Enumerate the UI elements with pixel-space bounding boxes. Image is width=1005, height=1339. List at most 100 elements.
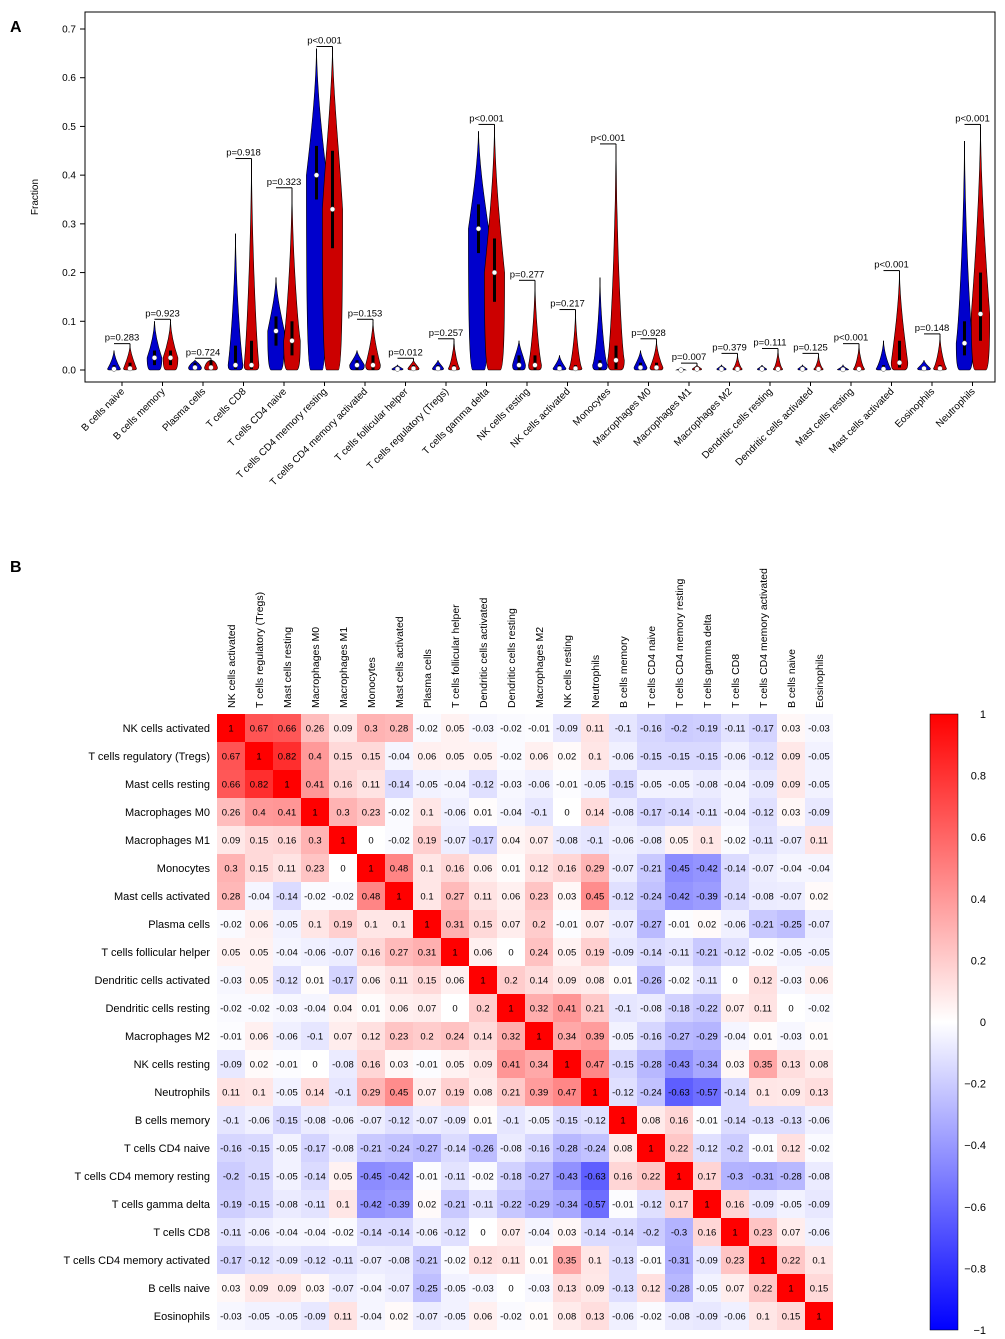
heatmap-cell-value: -0.02 bbox=[752, 948, 774, 959]
heatmap-cell bbox=[273, 1218, 301, 1246]
heatmap-cell bbox=[553, 882, 581, 910]
heatmap-cell-value: -0.12 bbox=[752, 808, 774, 819]
heatmap-cell-value: 0.24 bbox=[446, 1032, 465, 1043]
heatmap-cell bbox=[553, 1050, 581, 1078]
heatmap-cell bbox=[273, 1302, 301, 1330]
heatmap-cell bbox=[609, 1050, 637, 1078]
heatmap-cell bbox=[469, 714, 497, 742]
heatmap-cell-value: -0.2 bbox=[671, 724, 687, 735]
heatmap-cell bbox=[609, 770, 637, 798]
heatmap-cell-value: -0.12 bbox=[612, 1088, 634, 1099]
heatmap-cell bbox=[777, 1274, 805, 1302]
heatmap-cell bbox=[301, 882, 329, 910]
heatmap-cell-value: 1 bbox=[284, 780, 289, 791]
heatmap-cell bbox=[385, 798, 413, 826]
violin-median-point bbox=[354, 362, 360, 368]
heatmap-cell-value: 1 bbox=[536, 1032, 541, 1043]
heatmap-column-label: T cells CD4 memory activated bbox=[758, 568, 770, 708]
heatmap-cell bbox=[245, 1190, 273, 1218]
violin-shape bbox=[607, 145, 625, 371]
heatmap-cell bbox=[217, 1134, 245, 1162]
heatmap-cell-value: 0.1 bbox=[756, 1312, 769, 1323]
heatmap-cell bbox=[245, 1218, 273, 1246]
heatmap-cell bbox=[665, 1190, 693, 1218]
heatmap-cell-value: -0.19 bbox=[220, 1200, 242, 1211]
heatmap-cell bbox=[721, 1134, 749, 1162]
heatmap-cell-value: -0.14 bbox=[444, 1144, 466, 1155]
heatmap-cell bbox=[805, 1134, 833, 1162]
heatmap-cell bbox=[329, 1106, 357, 1134]
heatmap-row-label: T cells gamma delta bbox=[112, 1199, 211, 1211]
heatmap-cell bbox=[553, 1190, 581, 1218]
heatmap-cell-value: 1 bbox=[648, 1144, 653, 1155]
heatmap-cell bbox=[497, 1022, 525, 1050]
x-tick-label: Eosinophils bbox=[893, 386, 937, 430]
heatmap-cell-value: -0.1 bbox=[615, 724, 631, 735]
heatmap-cell bbox=[217, 1274, 245, 1302]
heatmap-cell-value: 0.3 bbox=[224, 864, 237, 875]
heatmap-cell bbox=[609, 826, 637, 854]
heatmap-cell-value: -0.09 bbox=[444, 1116, 466, 1127]
p-value-label: p=0.283 bbox=[105, 333, 140, 344]
heatmap-cell-value: 0.09 bbox=[782, 780, 801, 791]
violin-iqr-box bbox=[234, 345, 237, 370]
heatmap-cell bbox=[329, 826, 357, 854]
heatmap-cell bbox=[273, 994, 301, 1022]
heatmap-cell bbox=[273, 1106, 301, 1134]
heatmap-cell-value: -0.02 bbox=[304, 892, 326, 903]
heatmap-row-label: Eosinophils bbox=[154, 1311, 211, 1323]
heatmap-cell bbox=[245, 742, 273, 770]
y-tick-label: 0.0 bbox=[62, 366, 76, 377]
heatmap-cell-value: -0.18 bbox=[500, 1172, 522, 1183]
heatmap-cell bbox=[413, 770, 441, 798]
heatmap-cell-value: 0.03 bbox=[222, 1284, 241, 1295]
heatmap-cell-value: -0.12 bbox=[444, 1228, 466, 1239]
heatmap-cell bbox=[329, 1162, 357, 1190]
heatmap-cell bbox=[525, 938, 553, 966]
heatmap-row-label: T cells CD4 memory activated bbox=[63, 1255, 210, 1267]
heatmap-cell-value: -0.05 bbox=[528, 1116, 550, 1127]
heatmap-cell-value: -0.25 bbox=[780, 920, 802, 931]
heatmap-cell-value: 0.09 bbox=[250, 1284, 269, 1295]
heatmap-cell bbox=[721, 966, 749, 994]
heatmap-row-label: Mast cells resting bbox=[125, 779, 210, 791]
heatmap-cell-value: 0.08 bbox=[586, 976, 605, 987]
heatmap-cell-value: 0 bbox=[452, 1004, 457, 1015]
heatmap-cell bbox=[273, 938, 301, 966]
heatmap-cell-value: 0.16 bbox=[446, 864, 465, 875]
heatmap-cell bbox=[609, 1302, 637, 1330]
heatmap-cell-value: 0.1 bbox=[420, 892, 433, 903]
heatmap-cell bbox=[385, 1078, 413, 1106]
heatmap-cell-value: 0.48 bbox=[390, 864, 409, 875]
heatmap-cell-value: 0.45 bbox=[586, 892, 605, 903]
heatmap-cell bbox=[301, 714, 329, 742]
heatmap-cell-value: 0.16 bbox=[726, 1200, 745, 1211]
violin-median-point bbox=[775, 366, 781, 372]
heatmap-cell-value: 1 bbox=[228, 724, 233, 735]
heatmap-cell-value: -0.11 bbox=[669, 948, 690, 959]
heatmap-cell-value: 0.32 bbox=[502, 1032, 521, 1043]
heatmap-cell bbox=[469, 1302, 497, 1330]
violin-median-point bbox=[394, 366, 401, 372]
heatmap-cell bbox=[385, 1302, 413, 1330]
heatmap-cell-value: 0.1 bbox=[364, 920, 377, 931]
heatmap-cell-value: -0.13 bbox=[752, 1116, 774, 1127]
heatmap-cell-value: 0.41 bbox=[502, 1060, 521, 1071]
heatmap-cell-value: -0.3 bbox=[671, 1228, 687, 1239]
heatmap-cell-value: -0.16 bbox=[220, 1144, 242, 1155]
heatmap-cell bbox=[749, 854, 777, 882]
heatmap-cell bbox=[469, 1246, 497, 1274]
heatmap-cell-value: -0.05 bbox=[416, 780, 438, 791]
heatmap-cell-value: 0 bbox=[732, 976, 737, 987]
heatmap-cell-value: 0.1 bbox=[308, 920, 321, 931]
heatmap-cell-value: 0.06 bbox=[250, 1032, 269, 1043]
heatmap-cell-value: 0.05 bbox=[670, 836, 689, 847]
heatmap-cell bbox=[693, 882, 721, 910]
heatmap-cell bbox=[301, 1078, 329, 1106]
heatmap-cell bbox=[721, 1218, 749, 1246]
colorbar-tick-label: −1 bbox=[973, 1325, 986, 1337]
heatmap-cell bbox=[665, 1246, 693, 1274]
heatmap-cell bbox=[525, 1078, 553, 1106]
heatmap-cell bbox=[245, 1246, 273, 1274]
heatmap-cell bbox=[301, 910, 329, 938]
